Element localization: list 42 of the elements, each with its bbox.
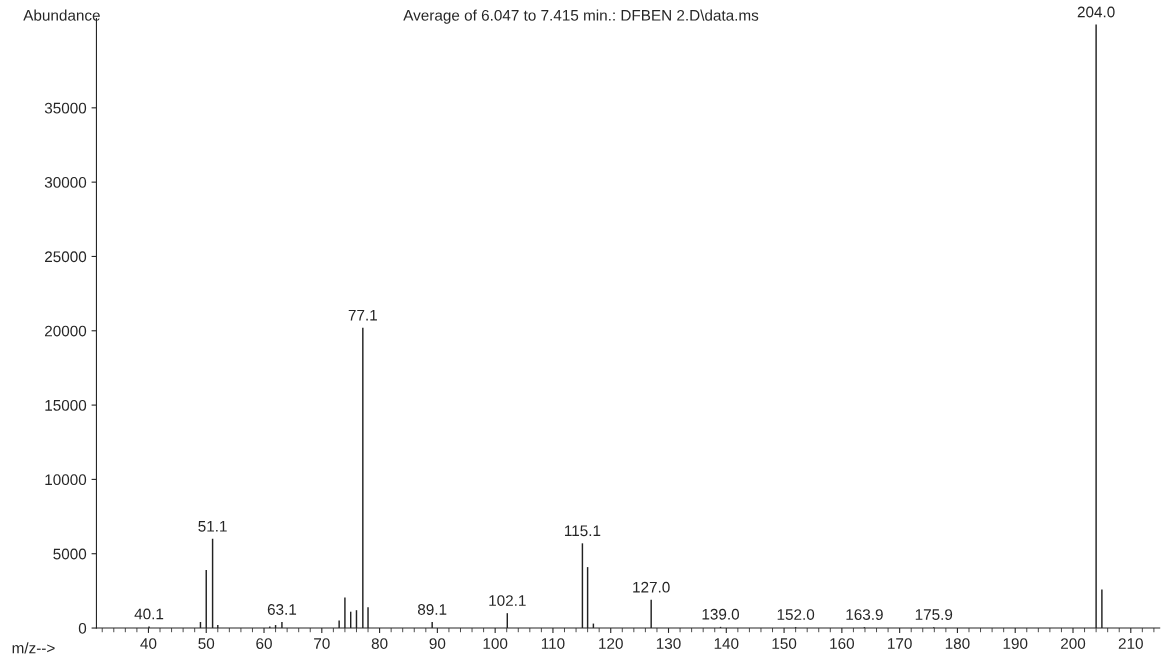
x-tick-label: 130 [656, 638, 681, 649]
x-tick-label: 70 [314, 638, 330, 649]
annotation: 51.1 [198, 521, 227, 532]
annotation: 139.0 [702, 608, 740, 620]
y-axis-title: Abundance [23, 9, 100, 21]
x-tick-label: 100 [483, 638, 508, 649]
x-tick-label: 210 [1118, 638, 1143, 649]
y-tick-label: 20000 [45, 325, 87, 337]
annotation: 102.1 [489, 595, 526, 606]
x-axis-title: m/z--> [12, 642, 55, 654]
y-tick-label: 35000 [44, 102, 87, 114]
y-tick-label: 30000 [44, 177, 87, 188]
x-tick-label: 50 [198, 638, 215, 649]
x-tick-label: 90 [429, 638, 446, 649]
annotation: 77.1 [348, 309, 377, 321]
x-tick-label: 110 [541, 638, 565, 649]
x-tick-label: 180 [945, 638, 970, 649]
annotation: 152.0 [777, 609, 815, 620]
annotation: 89.1 [417, 604, 447, 615]
x-tick-label: 150 [772, 638, 797, 649]
x-tick-label: 140 [714, 638, 739, 649]
x-tick-label: 120 [599, 638, 623, 649]
y-tick-label: 10000 [45, 474, 87, 486]
annotation: 40.1 [134, 608, 164, 620]
annotation: 204.0 [1077, 6, 1115, 18]
x-tick-label: 80 [371, 638, 388, 649]
y-tick-label: 0 [78, 622, 87, 634]
annotation: 163.9 [846, 609, 883, 620]
annotation: 175.9 [915, 609, 953, 620]
y-tick-label: 5000 [53, 548, 87, 560]
annotation: 115.1 [565, 525, 601, 537]
chart-title: Average of 6.047 to 7.415 min.: DFBEN 2.D\data.ms [403, 9, 759, 24]
x-tick-label: 200 [1061, 638, 1086, 649]
x-tick-label: 40 [140, 638, 157, 649]
y-tick-label: 15000 [45, 399, 87, 411]
x-tick-label: 60 [256, 638, 272, 649]
x-tick-label: 170 [888, 638, 912, 649]
x-tick-label: 160 [830, 638, 855, 649]
x-tick-label: 190 [1003, 638, 1028, 649]
annotation: 127.0 [633, 581, 670, 593]
annotation: 63.1 [267, 604, 297, 615]
y-tick-label: 25000 [45, 251, 87, 263]
